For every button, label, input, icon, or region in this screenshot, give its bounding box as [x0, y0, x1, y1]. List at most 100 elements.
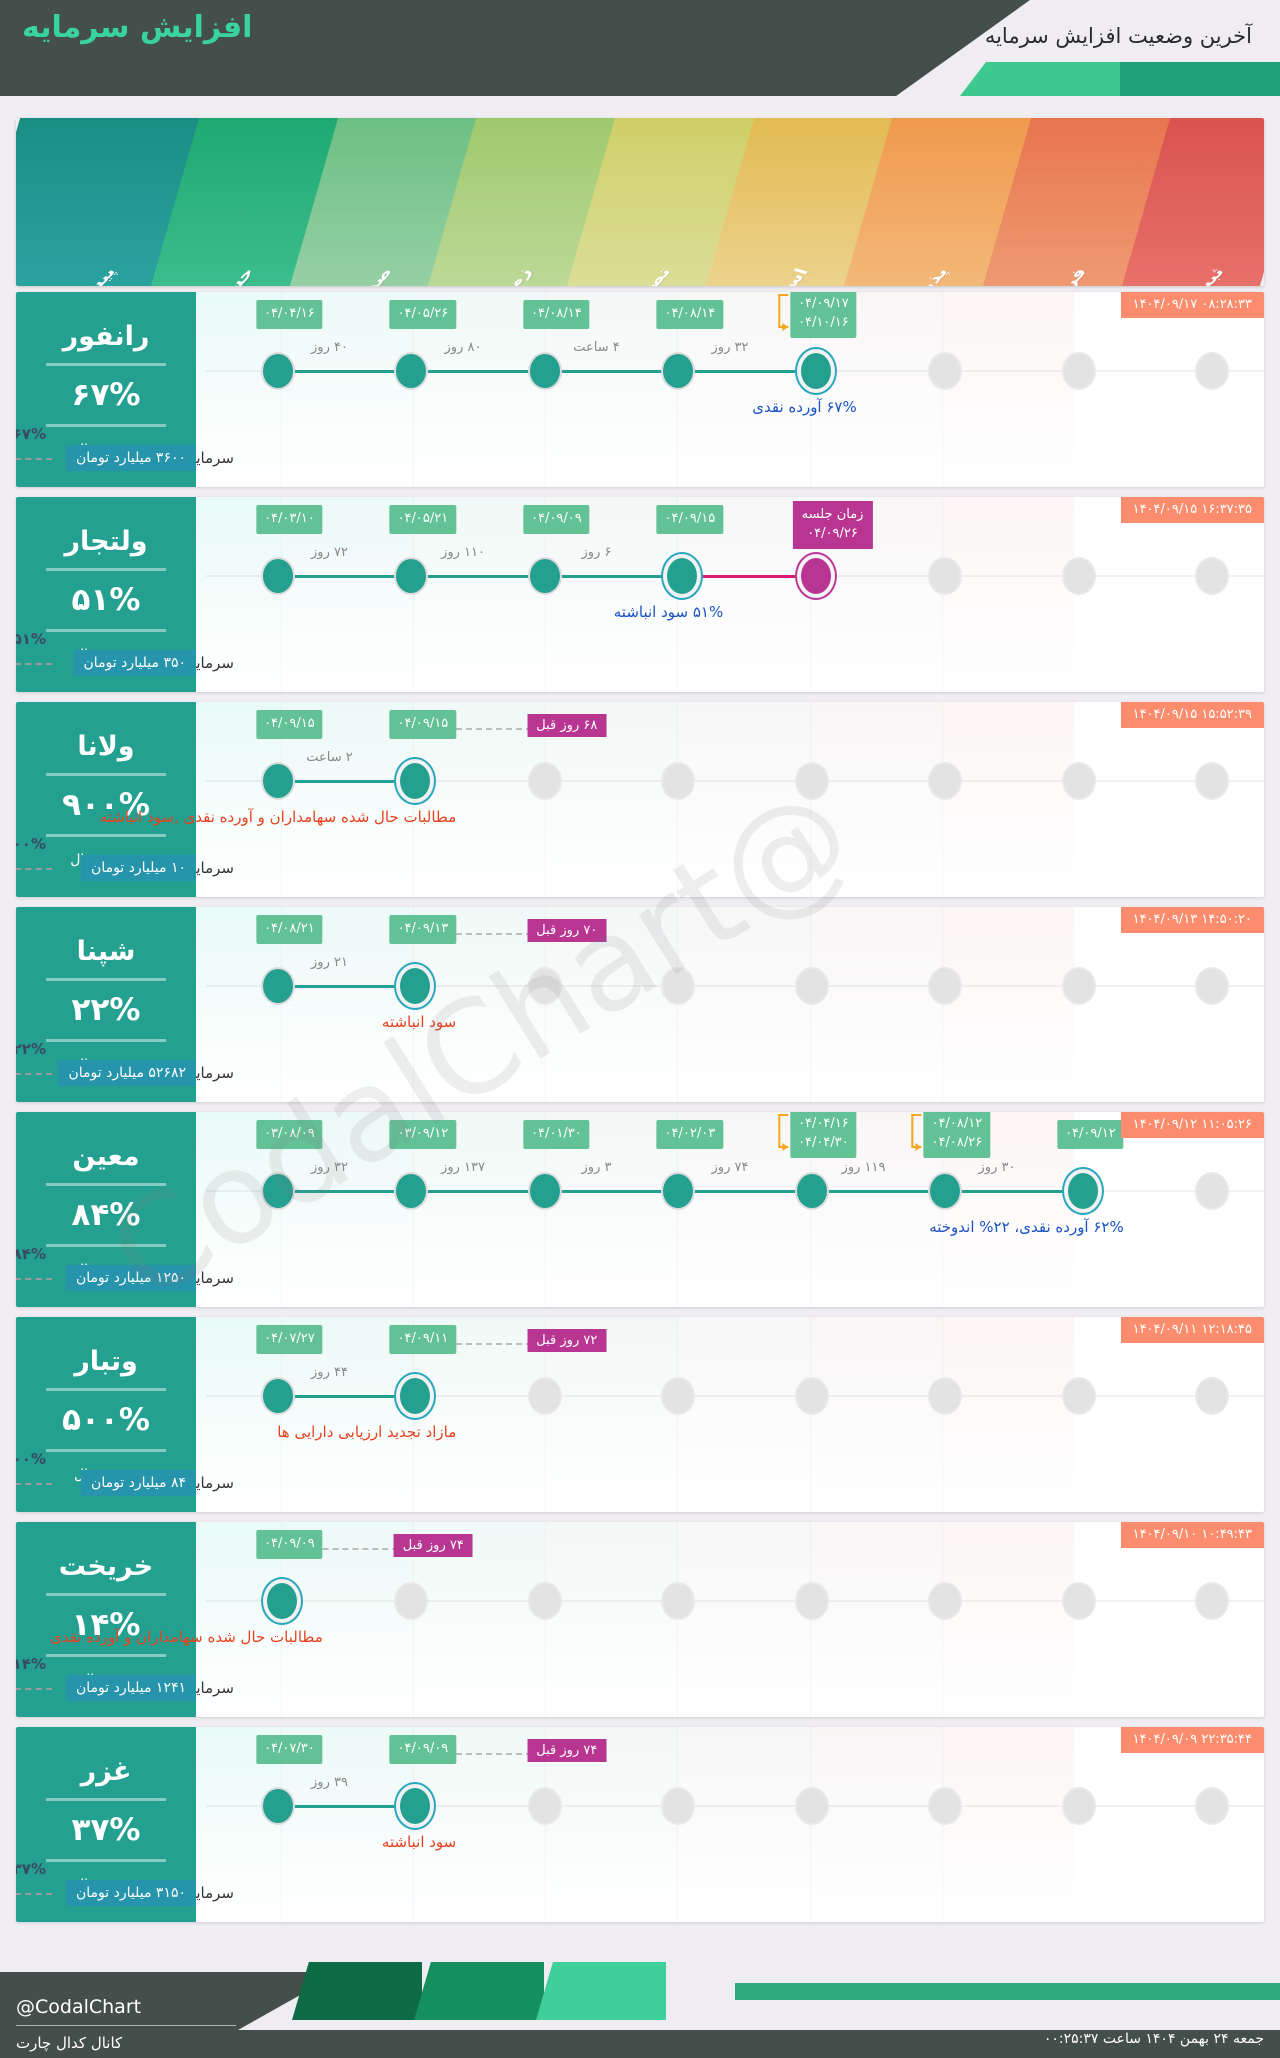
timeline-node-empty[interactable] [661, 762, 696, 800]
timeline-node-empty[interactable] [527, 1377, 562, 1415]
date-range-bracket-icon [778, 1114, 789, 1151]
header-dark-band [0, 0, 1030, 96]
timeline-node-empty[interactable] [661, 967, 696, 1005]
timeline-node-empty[interactable] [1061, 762, 1096, 800]
timeline-node-empty[interactable] [1195, 1582, 1230, 1620]
timeline-node-empty[interactable] [527, 762, 562, 800]
capital-before: ۳۱۵۰ میلیارد تومان [66, 1880, 196, 1906]
timeline-node-current[interactable] [794, 347, 837, 395]
timeline-node-current[interactable] [394, 962, 437, 1010]
timeline-node-empty[interactable] [661, 1582, 696, 1620]
timeline-node-done[interactable] [260, 1377, 295, 1415]
timeline-node-empty[interactable] [394, 1582, 429, 1620]
timeline-node-done[interactable] [260, 1172, 295, 1210]
timeline-node-current[interactable] [394, 1782, 437, 1830]
timeline-node-empty[interactable] [1195, 557, 1230, 595]
timeline-node-empty[interactable] [527, 967, 562, 1005]
timeline-node-empty[interactable] [1195, 1377, 1230, 1415]
timeline-node-empty[interactable] [527, 1582, 562, 1620]
company-symbol: معین [72, 1141, 140, 1172]
timeline-node-done[interactable] [394, 557, 429, 595]
node-date-box: ۰۴/۰۸/۲۱ [256, 915, 323, 944]
increase-reason: ۵۱% سود انباشته [613, 603, 724, 621]
timeline-node-empty[interactable] [1061, 1582, 1096, 1620]
timeline-node-done[interactable] [260, 557, 295, 595]
timeline-node-empty[interactable] [928, 1582, 963, 1620]
timeline-node-empty[interactable] [1061, 352, 1096, 390]
timeline-node-empty[interactable] [794, 762, 829, 800]
timeline-node-done[interactable] [661, 352, 696, 390]
timeline-node-empty[interactable] [928, 1377, 963, 1415]
timeline-node-empty[interactable] [661, 1787, 696, 1825]
timeline-track [206, 1600, 1264, 1602]
capital-before: ۸۴ میلیارد تومان [81, 1470, 196, 1496]
date-secondary: ۰۴/۱۰/۱۶ [798, 314, 849, 330]
timeline-node-empty[interactable] [1195, 352, 1230, 390]
timeline-node-empty[interactable] [1195, 1787, 1230, 1825]
timeline-node-empty[interactable] [1061, 557, 1096, 595]
timeline-segment [396, 1190, 530, 1193]
timeline-node-done[interactable] [260, 1787, 295, 1825]
timeline-node-empty[interactable] [1195, 1172, 1230, 1210]
capital-growth-percent: ۸۴% [16, 1245, 46, 1263]
page-footer: @CodalChart کانال کدال چارت جمعه ۲۴ بهمن… [0, 1948, 1280, 2058]
timeline-gap-label: ۱۱۰ روز [441, 545, 485, 560]
header-accent-bar-2 [1120, 62, 1280, 96]
timeline-node-empty[interactable] [928, 1787, 963, 1825]
timeline-node-done[interactable] [394, 352, 429, 390]
timeline-node-done[interactable] [260, 967, 295, 1005]
timeline-node-empty[interactable] [928, 967, 963, 1005]
footer-handle[interactable]: @CodalChart [16, 1996, 142, 2018]
timeline-node-current[interactable] [394, 757, 437, 805]
timeline-node-meeting[interactable] [794, 552, 837, 600]
timeline-node-done[interactable] [260, 352, 295, 390]
date-primary: ۰۴/۰۹/۱۲ [1065, 1126, 1116, 1141]
timeline-node-done[interactable] [527, 1172, 562, 1210]
timeline-node-done[interactable] [527, 557, 562, 595]
timeline-node-done[interactable] [527, 352, 562, 390]
timeline-node-empty[interactable] [1195, 762, 1230, 800]
date-primary: ۰۴/۰۹/۰۹ [397, 1741, 449, 1756]
timeline-node-current[interactable] [1061, 1167, 1104, 1215]
timeline-node-current[interactable] [661, 552, 704, 600]
timeline-node-empty[interactable] [928, 352, 963, 390]
timeline-node-done[interactable] [661, 1172, 696, 1210]
timeline-node-current[interactable] [260, 1577, 303, 1625]
node-date-box: ۰۴/۰۹/۱۵ [656, 505, 724, 534]
timeline-node-empty[interactable] [928, 762, 963, 800]
timeline-node-empty[interactable] [527, 1787, 562, 1825]
timeline-node-done[interactable] [794, 1172, 829, 1210]
timeline-node-empty[interactable] [1061, 967, 1096, 1005]
timeline-node-empty[interactable] [1061, 1787, 1096, 1825]
timeline-node-done[interactable] [260, 762, 295, 800]
timeline-node-empty[interactable] [794, 967, 829, 1005]
timeline-gap-label: ۸۰ روز [444, 340, 482, 355]
timeline-node-empty[interactable] [928, 557, 963, 595]
timeline-node-empty[interactable] [1195, 967, 1230, 1005]
timeline-gap-label: ۱۱۹ روز [841, 1160, 886, 1175]
timeline-node-done[interactable] [394, 1172, 429, 1210]
days-ago-badge: ۷۰ روز قبل [527, 919, 607, 942]
company-symbol: شپنا [76, 936, 136, 967]
timeline-node-current[interactable] [394, 1372, 437, 1420]
timeline-node-empty[interactable] [794, 1787, 829, 1825]
timeline-node-done[interactable] [928, 1172, 963, 1210]
stage-lane [677, 1727, 810, 1922]
stage-lane [677, 1317, 810, 1512]
date-primary: ۰۴/۰۱/۳۰ [531, 1126, 582, 1141]
timeline-node-empty[interactable] [661, 1377, 696, 1415]
timeline-node-empty[interactable] [794, 1377, 829, 1415]
timeline-node-empty[interactable] [794, 1582, 829, 1620]
timeline-node-empty[interactable] [1061, 1377, 1096, 1415]
meeting-label: زمان جلسه [801, 507, 864, 522]
info-divider-top [46, 1183, 166, 1186]
